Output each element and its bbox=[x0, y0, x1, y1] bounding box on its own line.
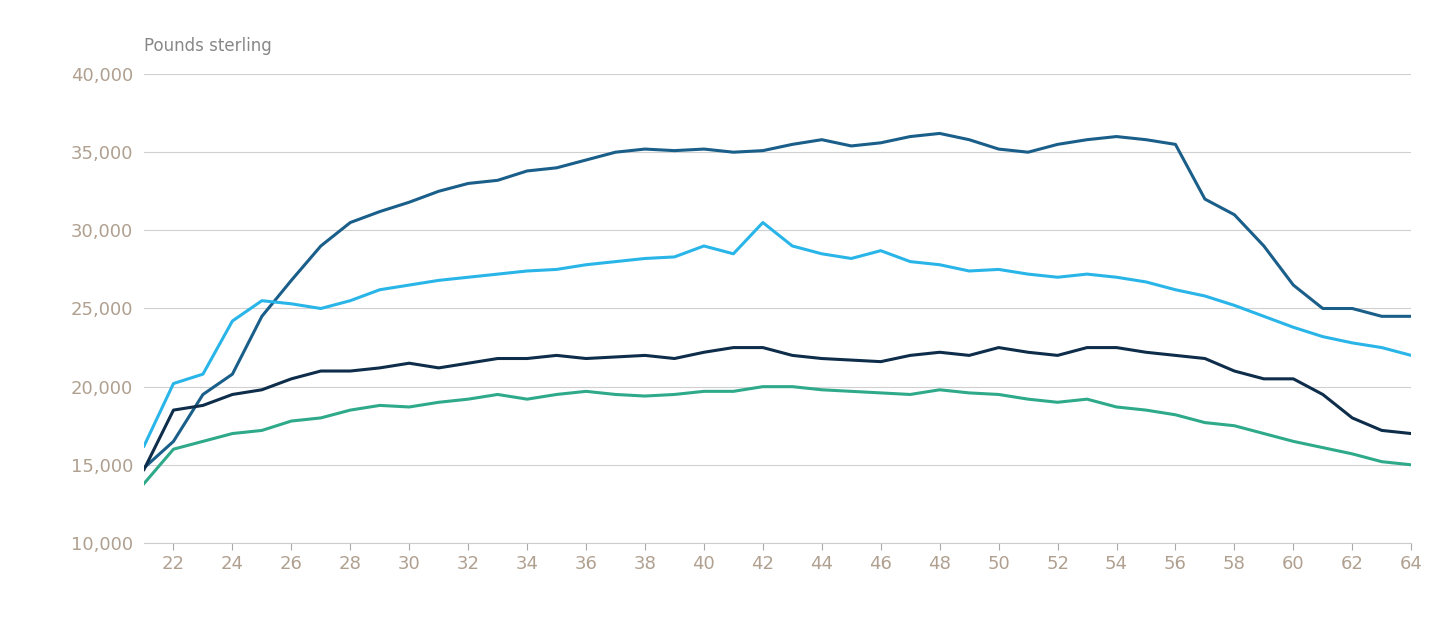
Text: Pounds sterling: Pounds sterling bbox=[144, 36, 272, 54]
